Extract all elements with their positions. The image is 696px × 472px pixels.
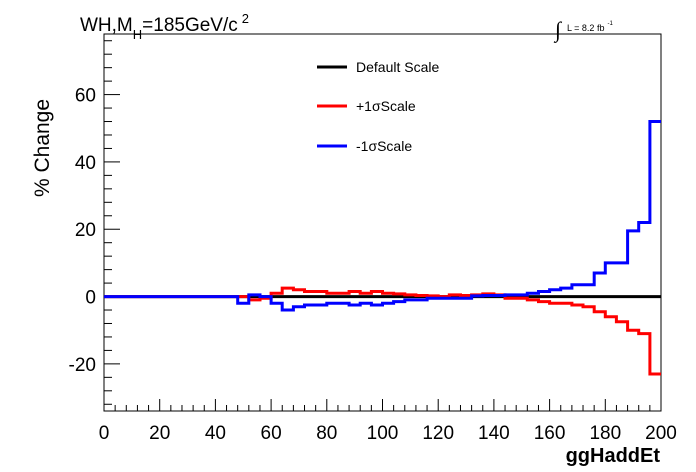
title-main: WH,M <box>80 15 133 36</box>
series-lines <box>104 120 661 376</box>
x-tick-label: 100 <box>367 423 399 444</box>
x-tick-label: 60 <box>261 423 282 444</box>
x-tick-label: 120 <box>422 423 454 444</box>
plot-title: WH,MH=185GeV/c 2 <box>80 11 249 42</box>
x-tick-label: 180 <box>589 423 621 444</box>
y-tick-label: -20 <box>69 355 96 376</box>
svg-text:L = 8.2 fb-1: L = 8.2 fb -1 <box>567 21 613 33</box>
legend-label-plus: +1σScale <box>356 98 416 114</box>
legend-label-default: Default Scale <box>356 59 439 75</box>
y-tick-label: 0 <box>85 288 96 309</box>
y-tick-label: 60 <box>75 86 96 107</box>
y-tick-label: 20 <box>75 220 96 241</box>
lumi-exponent: -1 <box>607 21 613 27</box>
x-tick-label: 200 <box>645 423 677 444</box>
y-tick-label: 40 <box>75 153 96 174</box>
x-tick-label: 80 <box>316 423 337 444</box>
x-tick-label: 140 <box>478 423 510 444</box>
y-axis-title: % Change <box>31 99 54 197</box>
title-rest: =185GeV/c <box>142 15 238 36</box>
title-subscript: H <box>133 27 142 42</box>
legend: Default Scale +1σScale -1σScale <box>317 59 439 154</box>
title-superscript: 2 <box>242 11 249 26</box>
x-tick-label: 40 <box>205 423 226 444</box>
series-line-minus-1sigma-scale <box>104 120 661 312</box>
lumi-text: L = 8.2 fb <box>567 23 604 33</box>
x-tick-label: 0 <box>99 423 110 444</box>
luminosity-label: ∫ L = 8.2 fb -1 <box>553 17 613 43</box>
x-tick-label: 160 <box>534 423 566 444</box>
svg-text:WH,MH=185GeV/c2: WH,MH=185GeV/c 2 <box>80 11 249 42</box>
series-line-plus-1sigma-scale <box>104 286 661 376</box>
legend-label-minus: -1σScale <box>356 138 412 154</box>
integral-symbol: ∫ <box>553 17 563 43</box>
x-tick-label: 20 <box>149 423 170 444</box>
axis-tick-labels: 0 20 40 60 80 100 120 140 160 180 200 -20 0 20 40 60 <box>69 86 677 444</box>
axis-ticks <box>103 40 662 411</box>
plot-frame <box>103 33 662 412</box>
x-axis-title: ggHaddEt <box>566 445 661 467</box>
